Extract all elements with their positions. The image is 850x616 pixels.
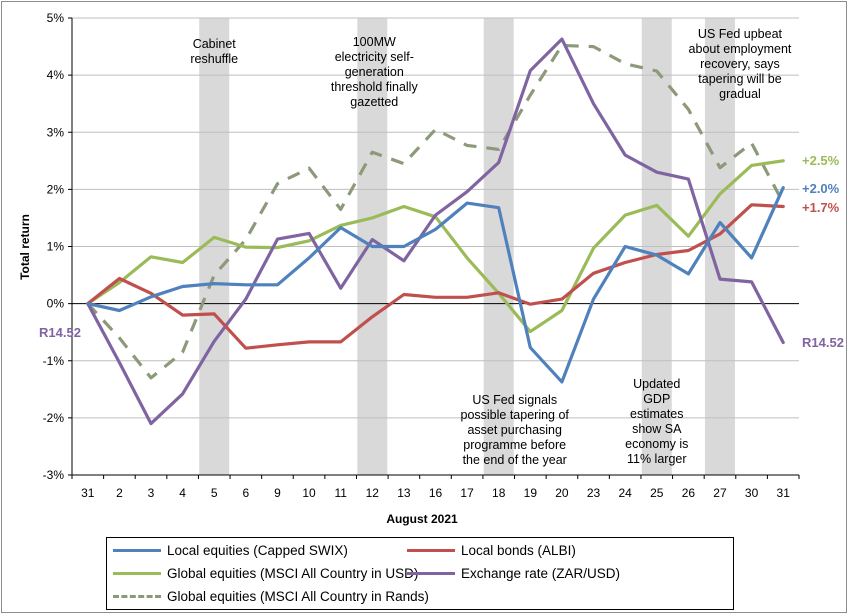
- gridlines: [72, 17, 799, 476]
- series-line-5: [86, 43, 785, 380]
- y-tick-label: -3%: [43, 468, 65, 482]
- end-label-1: +2.5%: [802, 153, 840, 168]
- series-lines: [86, 37, 785, 426]
- legend-swatch: [407, 572, 455, 575]
- annotations: Cabinet reshuffle 100MW electricity self-ge…: [190, 27, 792, 467]
- x-tick-label: 9: [274, 486, 281, 500]
- x-tick-label: 2: [116, 486, 123, 500]
- start-label: R14.52: [39, 325, 81, 340]
- x-tick-label: 26: [682, 486, 696, 500]
- x-tick-label: 24: [618, 486, 632, 500]
- x-tick-label: 31: [777, 486, 791, 500]
- y-tick-label: 1%: [47, 240, 65, 254]
- x-tick-label: 4: [179, 486, 186, 500]
- y-tick-label: 2%: [47, 182, 65, 196]
- annotation-4: Updated GDP estimates show SA economy is 11% …: [625, 377, 688, 466]
- x-tick-label: 17: [460, 486, 474, 500]
- x-axis-title: August 2021: [386, 512, 458, 526]
- end-labels: +2.5% +2.0% +1.7% R14.52 R14.52: [39, 153, 844, 350]
- x-tick-label: 5: [211, 486, 218, 500]
- x-tick-label: 19: [524, 486, 538, 500]
- x-tick-label: 10: [302, 486, 316, 500]
- y-tick-label: 0%: [47, 297, 65, 311]
- legend-swatch: [113, 572, 161, 575]
- x-tick-labels: 31 2 3 4 5 6 9 10 11 12 13 16 17 18 19 20 23 24 25 26 27 30 31: [81, 486, 790, 500]
- x-tick-label: 12: [366, 486, 380, 500]
- series-line-1: [86, 186, 785, 384]
- legend-item-2: Local bonds (ALBI): [407, 543, 576, 558]
- x-tick-label: 16: [429, 486, 443, 500]
- x-tick-label: 23: [587, 486, 601, 500]
- series-line-2: [86, 203, 785, 350]
- legend-item-3: Global equities (MSCI All Country in USD…: [113, 566, 418, 581]
- x-tick-label: 20: [555, 486, 569, 500]
- legend-label: Local bonds (ALBI): [461, 543, 576, 558]
- line-chart: -3%-2%-1%0%1%2%3%4%5% 31 2 3 4 5 6 9 10 11 12 13 16…: [18, 11, 844, 526]
- x-tick-label: 11: [334, 486, 347, 500]
- end-label-2: +2.0%: [802, 181, 840, 196]
- y-tick-label: 3%: [47, 125, 65, 139]
- legend-swatch: [407, 549, 455, 552]
- x-tick-label: 27: [713, 486, 727, 500]
- y-tick-label: -2%: [43, 411, 65, 425]
- annotation-2: 100MW electricity self-generation threshol…: [331, 35, 419, 109]
- y-axis-title: Total return: [18, 214, 32, 280]
- y-tick-label: 5%: [47, 11, 65, 25]
- y-tick-label: -1%: [43, 354, 65, 368]
- annotation-3: US Fed signals possible tapering of asset …: [461, 393, 570, 467]
- legend-label: Global equities (MSCI All Country in Ran…: [167, 589, 429, 604]
- legend-label: Exchange rate (ZAR/USD): [461, 566, 621, 581]
- x-tick-label: 18: [492, 486, 506, 500]
- axes: [68, 17, 800, 479]
- legend-item-4: Exchange rate (ZAR/USD): [407, 566, 620, 581]
- end-label-4: R14.52: [802, 335, 844, 350]
- series-line-4: [86, 37, 785, 426]
- legend-item-1: Local equities (Capped SWIX): [113, 543, 348, 558]
- legend-swatch: [113, 595, 161, 598]
- legend-label: Global equities (MSCI All Country in USD…: [167, 566, 419, 581]
- legend-swatch: [113, 549, 161, 552]
- legend-item-5: Global equities (MSCI All Country in Ran…: [113, 589, 429, 604]
- annotation-1: Cabinet reshuffle: [190, 37, 238, 66]
- x-tick-label: 13: [397, 486, 411, 500]
- x-tick-label: 30: [745, 486, 759, 500]
- end-label-3: +1.7%: [802, 200, 840, 215]
- y-tick-label: 4%: [47, 68, 65, 82]
- legend: Local equities (Capped SWIX) Local bonds …: [106, 537, 734, 610]
- x-tick-label: 25: [650, 486, 664, 500]
- annotation-5: US Fed upbeat about employment recovery, s…: [689, 27, 792, 101]
- x-tick-label: 3: [148, 486, 155, 500]
- x-tick-label: 6: [243, 486, 250, 500]
- y-tick-labels: -3% -2% -1% 0% 1% 2% 3% 4% 5%: [43, 11, 65, 482]
- legend-label: Local equities (Capped SWIX): [167, 543, 348, 558]
- x-tick-label: 31: [81, 486, 95, 500]
